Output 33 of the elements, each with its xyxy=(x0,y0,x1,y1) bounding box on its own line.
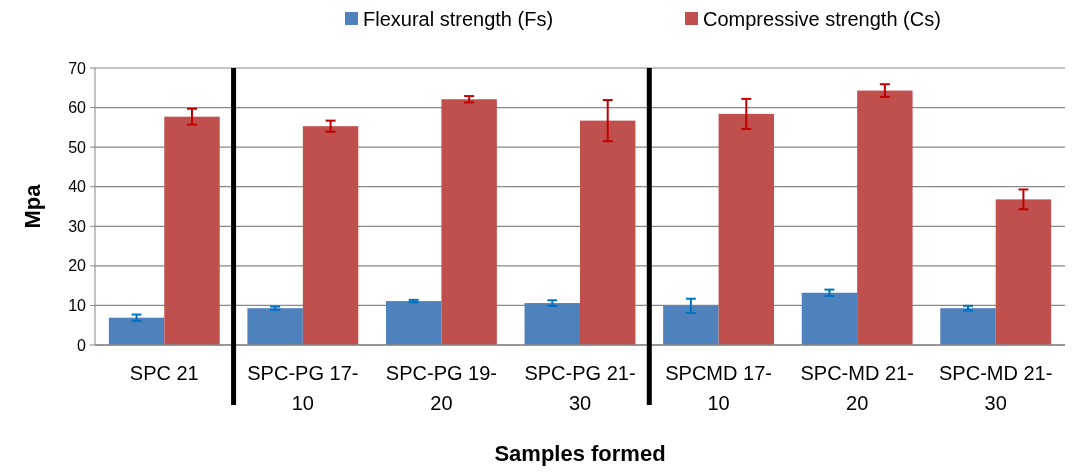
bar xyxy=(386,301,442,345)
x-tick-label: SPCMD 17-10 xyxy=(665,362,772,414)
bar xyxy=(663,305,719,345)
x-tick-label: SPC-PG 17-10 xyxy=(247,362,359,414)
y-tick-label: 40 xyxy=(68,178,87,196)
x-axis-title: Samples formed xyxy=(494,441,666,466)
y-tick-label: 60 xyxy=(68,99,87,117)
bar xyxy=(164,116,220,345)
x-tick-label: SPC-MD 21-20 xyxy=(800,362,914,414)
bar xyxy=(524,303,580,345)
x-tick-label: SPC-MD 21-30 xyxy=(939,362,1053,414)
x-tick-label: SPC-PG 21-30 xyxy=(524,362,636,414)
bar xyxy=(995,199,1052,345)
y-tick-label: 30 xyxy=(68,217,87,235)
bar xyxy=(940,308,996,345)
y-tick-label: 10 xyxy=(68,297,87,315)
bar xyxy=(580,120,636,345)
bar xyxy=(857,90,913,345)
bar xyxy=(441,99,497,345)
legend-label: Flexural strength (Fs) xyxy=(363,8,554,30)
y-tick-label: 0 xyxy=(77,336,87,354)
legend-label: Compressive strength (Cs) xyxy=(703,8,941,30)
bar xyxy=(247,308,303,345)
bar xyxy=(302,126,359,345)
bar xyxy=(801,292,858,345)
y-axis-title: Mpa xyxy=(20,183,45,229)
bar xyxy=(718,113,774,345)
x-tick-label: SPC 21 xyxy=(129,362,199,384)
y-tick-label: 50 xyxy=(68,138,87,156)
bar xyxy=(108,317,165,345)
x-tick-label: SPC-PG 19-20 xyxy=(385,362,498,414)
y-tick-label: 70 xyxy=(68,59,87,77)
y-tick-label: 20 xyxy=(68,257,87,275)
